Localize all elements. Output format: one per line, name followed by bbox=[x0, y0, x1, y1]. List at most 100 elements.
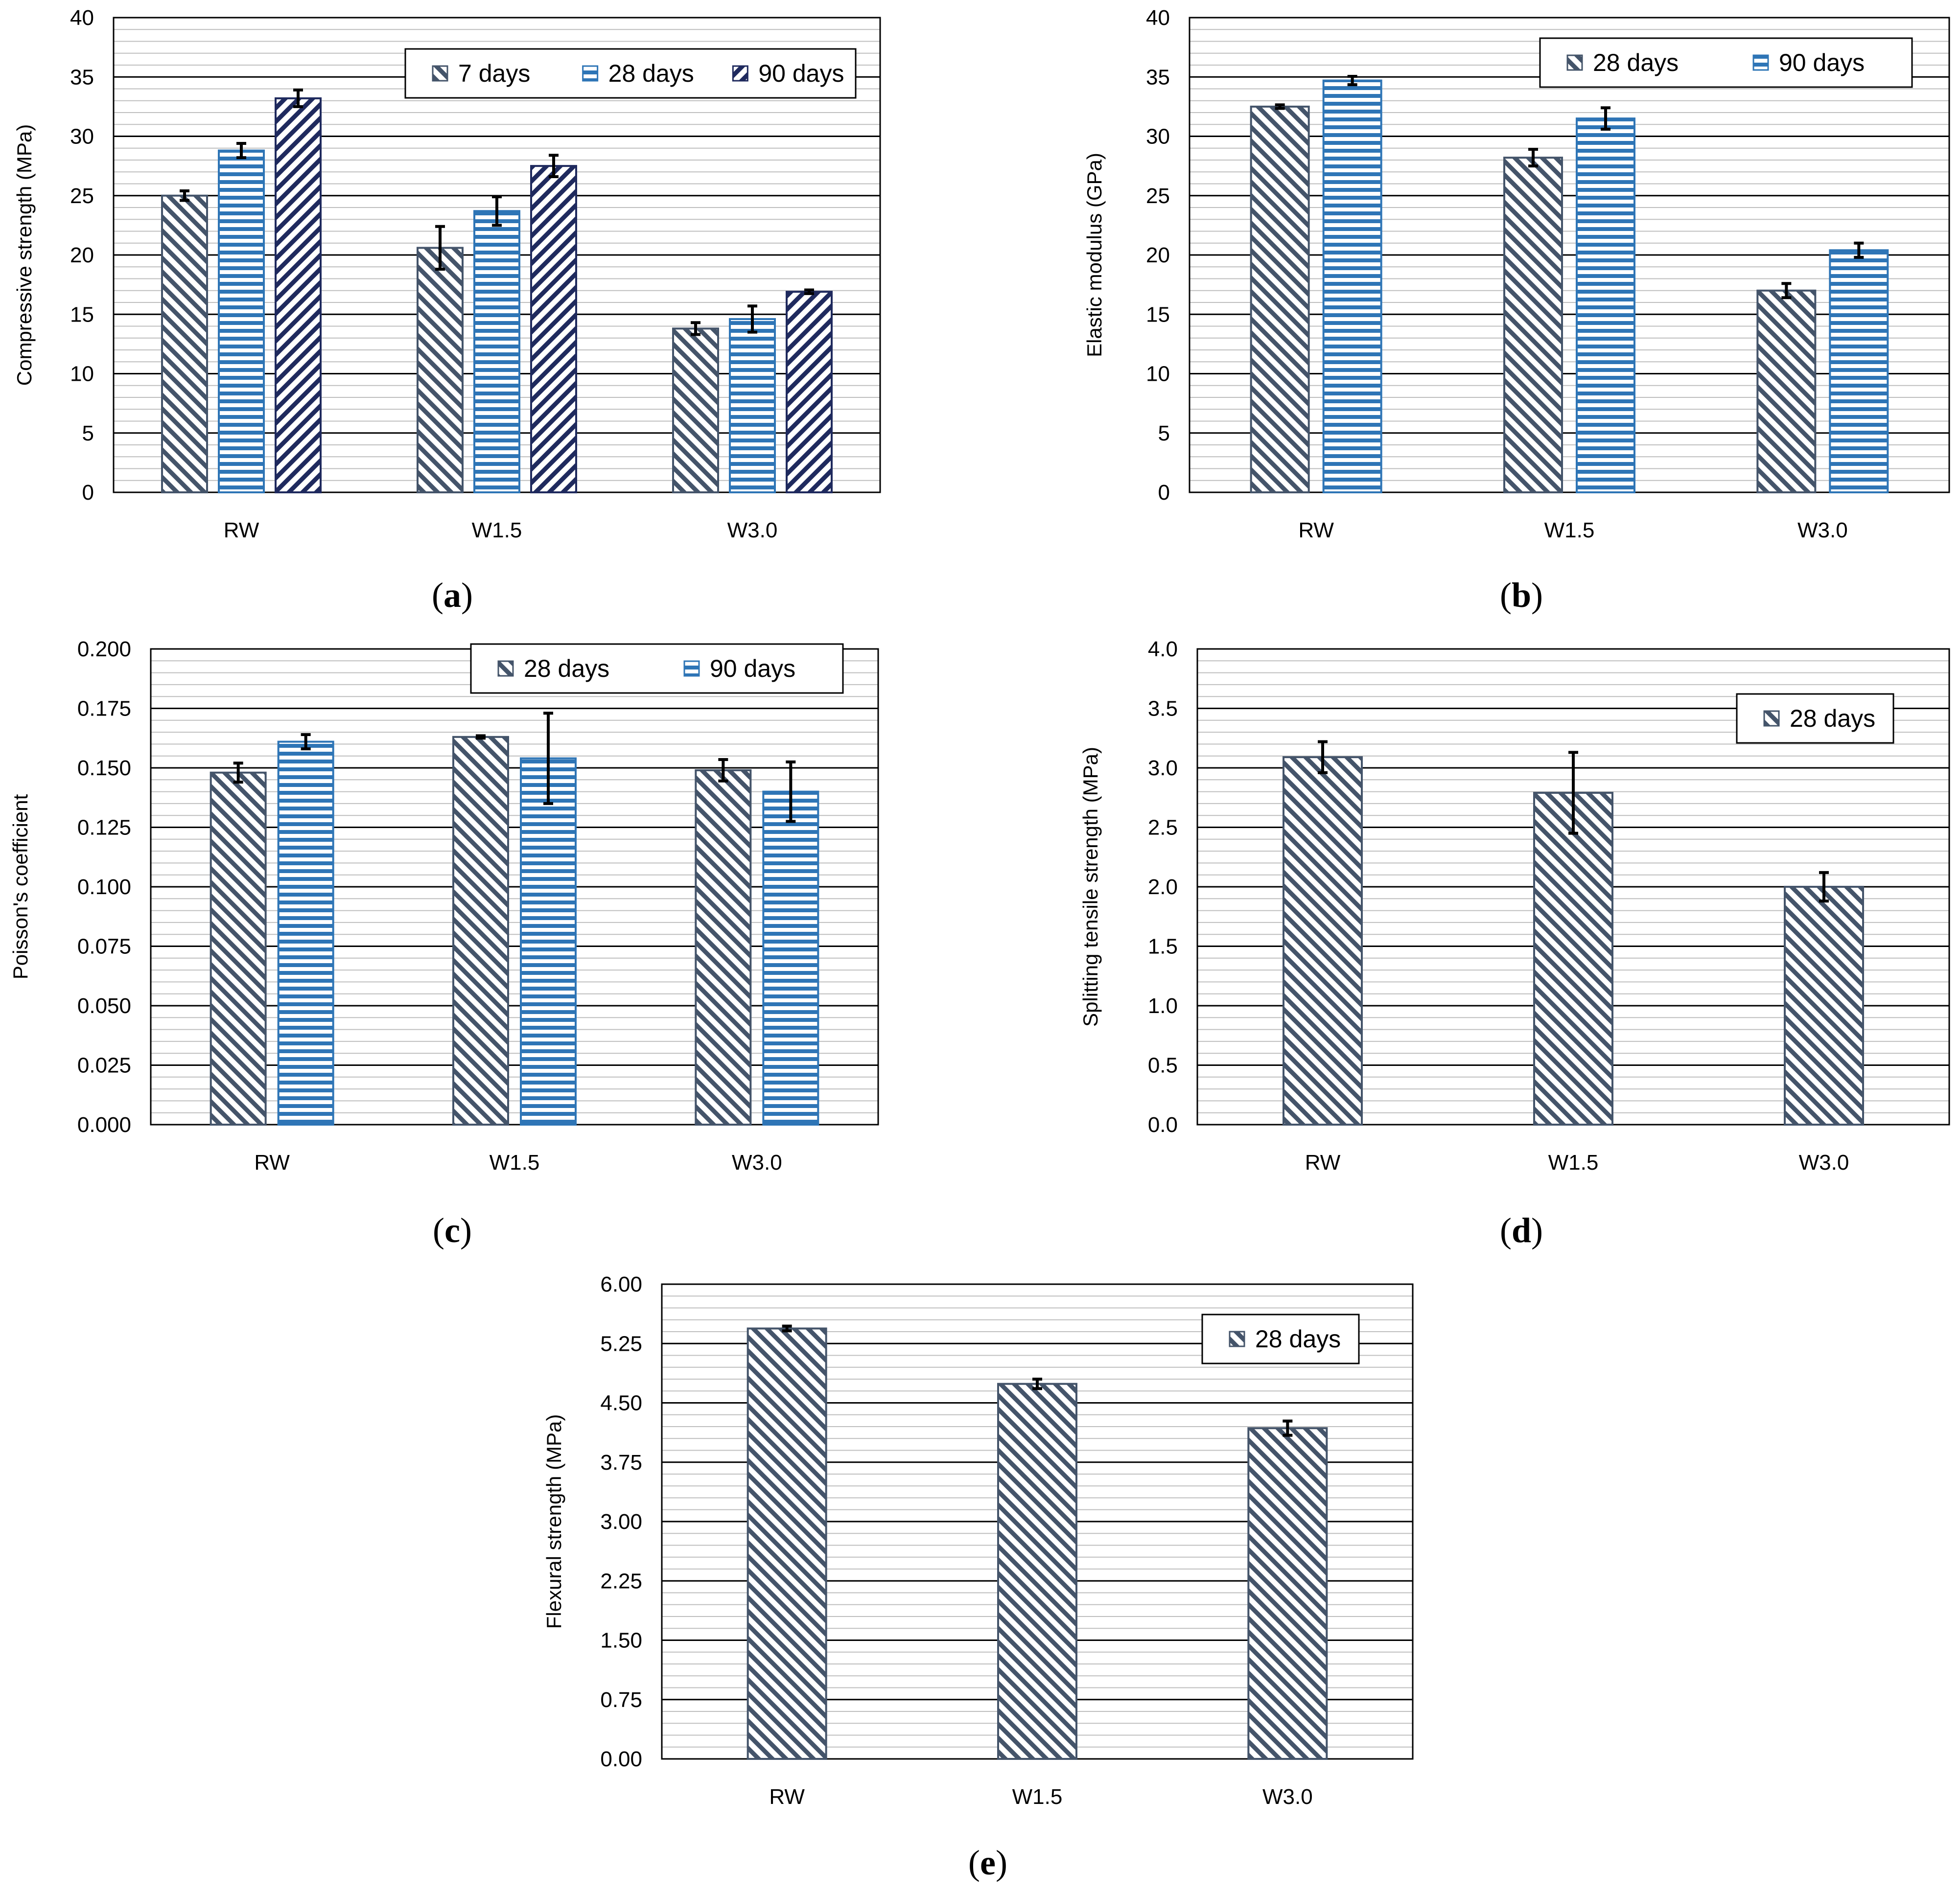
bar-w1-5-28-days bbox=[1503, 157, 1563, 493]
y-tick-label: 3.75 bbox=[600, 1451, 642, 1475]
bar-w3-0-28-days bbox=[1247, 1427, 1328, 1760]
panel-c: 0.000 0.025 0.050 0.075 0.100 0.125 0.150 0.175… bbox=[9, 637, 879, 1250]
legend-swatch bbox=[432, 65, 448, 82]
legend-box bbox=[1201, 1314, 1360, 1364]
y-tick-label: 35 bbox=[70, 65, 94, 89]
legend-swatch bbox=[1752, 54, 1769, 71]
legend-box bbox=[470, 643, 844, 694]
y-tick-label: 0.75 bbox=[600, 1688, 642, 1712]
major-grid-b bbox=[1190, 76, 1949, 434]
legend-b: 28 days 90 days bbox=[1539, 37, 1913, 88]
y-tick-label: 0 bbox=[1158, 481, 1170, 505]
y-tick-label: 30 bbox=[70, 125, 94, 149]
y-tick-label: 0.5 bbox=[1148, 1054, 1178, 1078]
bar-w3-0-7-days bbox=[672, 327, 719, 493]
legend-e: 28 days bbox=[1201, 1314, 1360, 1364]
caption-b: (b) bbox=[1500, 576, 1543, 615]
panel-a: 0 5 10 15 20 25 30 35 40 RW W1.5 W3.0 Compressive … bbox=[13, 6, 881, 615]
bars-c bbox=[210, 736, 819, 1126]
caption-letter-b: b bbox=[1512, 576, 1531, 615]
plot-border-b bbox=[1189, 17, 1950, 493]
error-bars-e bbox=[782, 1324, 1293, 1437]
x-tick-label: RW bbox=[254, 1151, 290, 1175]
y-tick-label: 40 bbox=[70, 6, 94, 30]
legend-label: 28 days bbox=[608, 60, 694, 87]
y-tick-label: 5 bbox=[82, 421, 94, 445]
x-tick-label: RW bbox=[769, 1785, 805, 1809]
bar-w1-5-28-days bbox=[997, 1383, 1077, 1760]
y-tick-label: 4.0 bbox=[1148, 637, 1178, 661]
x-tick-label: W3.0 bbox=[727, 518, 778, 542]
bar-w1-5-28-days bbox=[473, 210, 520, 493]
y-ticks-b: 0 5 10 15 20 25 30 35 40 bbox=[1146, 6, 1170, 505]
y-tick-label: 0.150 bbox=[77, 756, 131, 780]
caption-d: (d) bbox=[1500, 1211, 1543, 1250]
x-tick-label: W1.5 bbox=[1012, 1785, 1063, 1809]
y-tick-label: 20 bbox=[1146, 243, 1170, 267]
y-ticks-a: 0 5 10 15 20 25 30 35 40 bbox=[70, 6, 94, 505]
bar-w3-0-90-days bbox=[1829, 249, 1889, 493]
y-ticks-c: 0.000 0.025 0.050 0.075 0.100 0.125 0.150 0.175… bbox=[77, 637, 131, 1137]
y-tick-label: 3.00 bbox=[600, 1510, 642, 1534]
y-axis-label-d: Splitting tensile strength (MPa) bbox=[1079, 747, 1102, 1027]
y-tick-label: 4.50 bbox=[600, 1391, 642, 1415]
y-tick-label: 20 bbox=[70, 243, 94, 267]
caption-c: (c) bbox=[433, 1211, 472, 1250]
caption-e: (e) bbox=[968, 1843, 1007, 1882]
error-bars-d bbox=[1318, 740, 1829, 903]
legend-box bbox=[404, 48, 857, 99]
bar-rw-90-days bbox=[1322, 79, 1382, 493]
y-tick-label: 2.25 bbox=[600, 1569, 642, 1593]
bar-w3-0-28-days bbox=[729, 318, 776, 493]
x-labels-d: RW W1.5 W3.0 bbox=[1305, 1151, 1849, 1175]
y-axis-label-b: Elastic modulus (GPa) bbox=[1083, 153, 1106, 357]
legend-swatch bbox=[582, 65, 599, 82]
y-tick-label: 6.00 bbox=[600, 1272, 642, 1296]
panel-e: 0.00 0.75 1.50 2.25 3.00 3.75 4.50 5.25 6.00 RW W… bbox=[542, 1272, 1414, 1882]
bar-rw-28-days bbox=[210, 771, 267, 1126]
y-tick-label: 25 bbox=[1146, 184, 1170, 208]
x-labels-b: RW W1.5 W3.0 bbox=[1298, 518, 1847, 542]
error-bars-b bbox=[1275, 75, 1864, 300]
legend-swatch bbox=[497, 660, 514, 677]
y-axis-label-c: Poisson's coefficient bbox=[9, 794, 32, 979]
bar-w3-0-28-days bbox=[1756, 289, 1817, 493]
legend-box bbox=[1539, 37, 1913, 88]
bar-rw-28-days bbox=[1250, 105, 1310, 493]
y-tick-label: 0.200 bbox=[77, 637, 131, 661]
y-tick-label: 0.100 bbox=[77, 875, 131, 899]
x-tick-label: W1.5 bbox=[490, 1151, 540, 1175]
y-tick-label: 2.5 bbox=[1148, 816, 1178, 840]
error-bars-a bbox=[180, 88, 814, 336]
y-tick-label: 1.5 bbox=[1148, 935, 1178, 959]
bar-w3-0-28-days bbox=[1784, 886, 1864, 1126]
y-tick-label: 1.0 bbox=[1148, 994, 1178, 1018]
y-tick-label: 0.050 bbox=[77, 994, 131, 1018]
x-labels-c: RW W1.5 W3.0 bbox=[254, 1151, 782, 1175]
y-tick-label: 0.175 bbox=[77, 697, 131, 721]
y-tick-label: 0.125 bbox=[77, 816, 131, 840]
bar-w1-5-28-days bbox=[452, 736, 509, 1126]
legend-c: 28 days 90 days bbox=[470, 643, 844, 694]
bar-rw-28-days bbox=[1283, 756, 1363, 1126]
y-tick-label: 3.5 bbox=[1148, 697, 1178, 721]
legend-swatch bbox=[683, 660, 700, 677]
y-tick-label: 3.0 bbox=[1148, 756, 1178, 780]
legend-swatch bbox=[1229, 1331, 1245, 1347]
bars-d bbox=[1283, 756, 1864, 1126]
bar-w1-5-90-days bbox=[520, 757, 577, 1126]
x-tick-label: RW bbox=[224, 518, 259, 542]
bar-rw-7-days bbox=[161, 194, 208, 493]
x-tick-label: W1.5 bbox=[1548, 1151, 1599, 1175]
bar-w1-5-90-days bbox=[1576, 117, 1635, 493]
legend-label: 28 days bbox=[1593, 49, 1679, 76]
x-labels-a: RW W1.5 W3.0 bbox=[224, 518, 778, 542]
legend-label: 28 days bbox=[1255, 1325, 1341, 1353]
caption-letter-d: d bbox=[1512, 1211, 1531, 1250]
caption-a: (a) bbox=[432, 576, 473, 615]
y-tick-label: 10 bbox=[70, 362, 94, 386]
x-tick-label: RW bbox=[1298, 518, 1334, 542]
y-axis-label-a: Compressive strength (MPa) bbox=[13, 124, 36, 386]
legend-label: 90 days bbox=[710, 655, 795, 682]
legend-swatch bbox=[732, 65, 748, 82]
